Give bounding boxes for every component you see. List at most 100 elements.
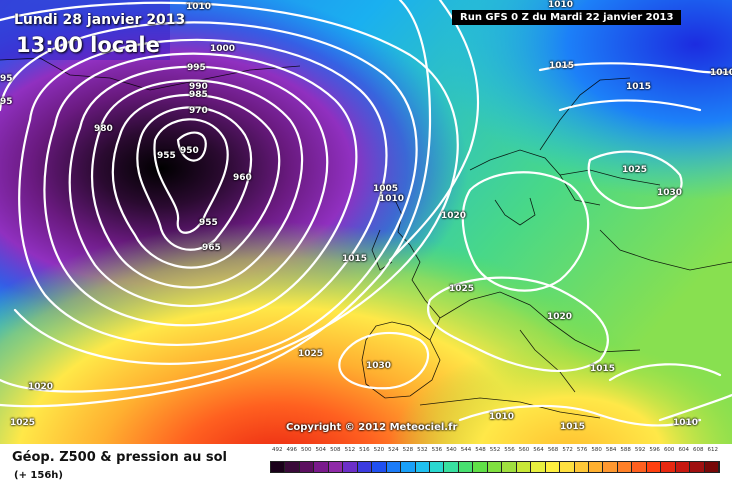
scale-swatch bbox=[603, 462, 618, 472]
scale-value: 516 bbox=[359, 447, 370, 453]
isobar-label: 980 bbox=[94, 124, 113, 134]
isobar-label: 970 bbox=[189, 106, 208, 116]
isobar-label: 995 bbox=[187, 63, 206, 73]
scale-value: 588 bbox=[620, 447, 631, 453]
isobar-label: 1020 bbox=[28, 382, 54, 392]
scale-value: 536 bbox=[431, 447, 443, 453]
scale-swatch bbox=[646, 462, 662, 472]
isobar-label: 1025 bbox=[622, 165, 648, 175]
scale-value: 548 bbox=[475, 447, 486, 453]
isobar-label: 1010 bbox=[489, 412, 515, 422]
scale-value: 556 bbox=[504, 447, 515, 453]
scale-swatch bbox=[357, 462, 373, 472]
legend-subtitle: (+ 156h) bbox=[14, 470, 63, 481]
scale-swatch bbox=[661, 462, 676, 472]
scale-value: 560 bbox=[518, 447, 530, 453]
isobar-label: 1025 bbox=[449, 284, 475, 294]
scale-value: 572 bbox=[562, 447, 573, 453]
scale-value: 500 bbox=[301, 447, 312, 453]
scale-value: 600 bbox=[663, 447, 675, 453]
isobar-label: 1000 bbox=[210, 44, 236, 54]
scale-value: 604 bbox=[678, 447, 689, 453]
scale-value: 612 bbox=[707, 447, 718, 453]
scale-value: 576 bbox=[576, 447, 588, 453]
scale-value: 512 bbox=[344, 447, 356, 453]
scale-swatch bbox=[415, 462, 430, 472]
scale-swatch bbox=[372, 462, 387, 472]
isobar-label: 1010 bbox=[548, 0, 574, 10]
scale-value: 492 bbox=[272, 447, 283, 453]
scale-swatch bbox=[632, 462, 647, 472]
scale-swatch bbox=[531, 462, 546, 472]
scale-value: 528 bbox=[402, 447, 414, 453]
isobar-label: 1020 bbox=[547, 312, 573, 322]
scale-swatch bbox=[343, 462, 358, 472]
scale-swatch bbox=[502, 462, 517, 472]
scale-labels: 492 496 500 504 508 512 516 520 524 528 532 536 540 5… bbox=[270, 447, 720, 459]
weather-map bbox=[0, 0, 732, 444]
isobar-label: 1005 bbox=[373, 184, 399, 194]
scale-swatch bbox=[314, 462, 329, 472]
isobar-label: 985 bbox=[189, 90, 208, 100]
scale-swatch bbox=[386, 462, 402, 472]
scale-value: 532 bbox=[417, 447, 428, 453]
scale-swatch bbox=[675, 462, 691, 472]
scale-bar bbox=[270, 461, 720, 473]
isobar-label: 1030 bbox=[657, 188, 683, 198]
isobar-label: 955 bbox=[199, 218, 218, 228]
scale-value: 552 bbox=[489, 447, 501, 453]
scale-value: 608 bbox=[692, 447, 704, 453]
isobar-label: 1010 bbox=[186, 2, 212, 12]
scale-swatch bbox=[516, 462, 532, 472]
color-scale: 492 496 500 504 508 512 516 520 524 528 532 536 540 5… bbox=[270, 447, 720, 485]
scale-value: 540 bbox=[446, 447, 457, 453]
scale-swatch bbox=[299, 462, 315, 472]
scale-swatch bbox=[560, 462, 575, 472]
legend-footer: Géop. Z500 & pression au sol (+ 156h) 49… bbox=[0, 444, 732, 488]
scale-value: 524 bbox=[388, 447, 399, 453]
scale-value: 580 bbox=[591, 447, 602, 453]
scale-value: 520 bbox=[373, 447, 385, 453]
isobar-label: 1015 bbox=[626, 82, 652, 92]
scale-swatch bbox=[444, 462, 459, 472]
isobar-label: 1010 bbox=[379, 194, 405, 204]
isobar-label: 1015 bbox=[560, 422, 586, 432]
isobar-label: 1015 bbox=[590, 364, 616, 374]
scale-swatch bbox=[617, 462, 633, 472]
isobar-label: 1010 bbox=[710, 68, 732, 78]
forecast-date: Lundi 28 janvier 2013 bbox=[14, 12, 186, 28]
scale-swatch bbox=[574, 462, 589, 472]
scale-value: 564 bbox=[533, 447, 544, 453]
scale-swatch bbox=[401, 462, 416, 472]
scale-swatch bbox=[588, 462, 604, 472]
isobar-label: 1010 bbox=[673, 418, 699, 428]
scale-value: 592 bbox=[634, 447, 646, 453]
isobar-label: 95 bbox=[0, 97, 13, 107]
scale-swatch bbox=[690, 462, 705, 472]
scale-value: 568 bbox=[547, 447, 559, 453]
isobar-label: 960 bbox=[233, 173, 252, 183]
run-info: Run GFS 0 Z du Mardi 22 janvier 2013 bbox=[452, 10, 682, 25]
isobar-label: 955 bbox=[157, 151, 176, 161]
isobar-label: 965 bbox=[202, 243, 221, 253]
scale-value: 508 bbox=[330, 447, 341, 453]
scale-value: 584 bbox=[605, 447, 617, 453]
scale-value: 596 bbox=[649, 447, 660, 453]
isobars bbox=[0, 0, 732, 425]
isobar-label: 990 bbox=[189, 82, 208, 92]
isobar-label: 1015 bbox=[342, 254, 368, 264]
scale-swatch bbox=[545, 462, 561, 472]
scale-swatch bbox=[285, 462, 300, 472]
isobar-label: 1025 bbox=[10, 418, 36, 428]
scale-value: 496 bbox=[286, 447, 298, 453]
scale-swatch bbox=[704, 462, 720, 472]
isobar-label: 95 bbox=[0, 74, 13, 84]
legend-title: Géop. Z500 & pression au sol bbox=[12, 450, 227, 465]
scale-swatch bbox=[328, 462, 344, 472]
isobar-label: 1015 bbox=[549, 61, 575, 71]
copyright: Copyright © 2012 Meteociel.fr bbox=[286, 422, 458, 433]
forecast-time: 13:00 locale bbox=[16, 33, 160, 57]
isobar-label: 1020 bbox=[441, 211, 467, 221]
scale-value: 544 bbox=[460, 447, 472, 453]
